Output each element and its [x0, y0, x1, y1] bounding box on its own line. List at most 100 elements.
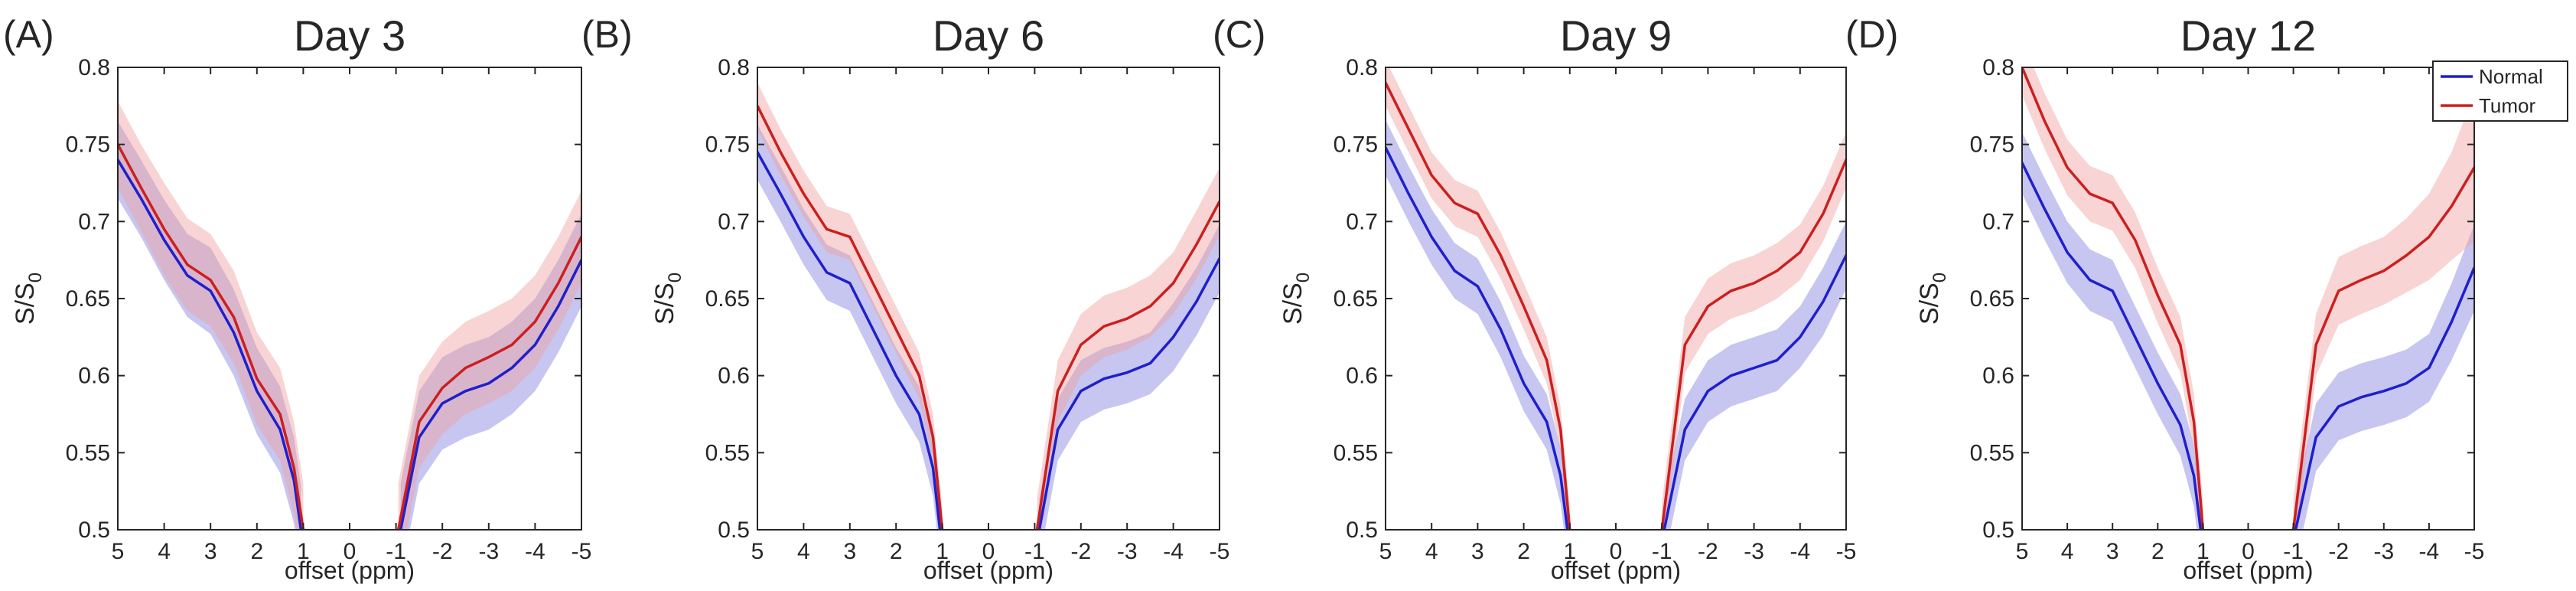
y-axis-label-subscript: 0	[665, 273, 686, 282]
y-axis-label-subscript: 0	[1293, 273, 1314, 282]
y-tick-label: 0.7	[78, 209, 110, 234]
panel-c: 5 4 3 2 1 0 -1 -2 -3 -4 -5 0.5 0.55 0.6 0.65 0.7 0.75 0.8…	[1213, 11, 1856, 584]
x-tick-label: -4	[2419, 539, 2440, 564]
y-tick-label: 0.6	[1346, 364, 1378, 389]
panel-title: Day 6	[933, 11, 1044, 60]
legend-label-tumor: Tumor	[2479, 94, 2535, 117]
panels-group: 5 4 3 2 1 0 -1 -2 -3 -4 -50.50.550.60.650.70.750.8…	[3, 11, 2484, 584]
y-tick-label: 0.65	[1334, 286, 1378, 312]
panel-letter: (D)	[1845, 13, 1898, 56]
line-normal-right	[1663, 253, 1846, 530]
x-tick-label: 4	[797, 539, 810, 564]
x-tick-label: -5	[1210, 539, 1230, 564]
y-tick-label: 0.8	[1982, 55, 2014, 80]
x-axis-label: offset (ppm)	[1551, 557, 1681, 584]
y-tick-label: 0.65	[1970, 286, 2014, 312]
x-tick-label: -2	[432, 539, 453, 564]
x-tick-label: 5	[112, 539, 125, 564]
legend-box	[2432, 60, 2568, 122]
y-axis-label-subscript: 0	[25, 273, 46, 282]
line-tumor-right	[1035, 200, 1220, 530]
band-normal-left	[118, 121, 301, 530]
y-tick-label: 0.6	[1982, 364, 2014, 389]
x-tick-label: -4	[1163, 539, 1184, 564]
x-tick-label: 1	[1563, 539, 1576, 564]
y-tick-label: 0.8	[1346, 55, 1378, 80]
line-normal-right	[1037, 256, 1220, 530]
line-normal-right	[2294, 266, 2474, 530]
y-axis-label-main: S/S	[1915, 282, 1944, 325]
band-normal-right	[400, 214, 581, 530]
x-tick-label: 0	[1610, 539, 1623, 564]
band-tumor-left	[2022, 67, 2203, 530]
x-tick-label: -1	[386, 539, 406, 564]
x-tick-label: -3	[1744, 539, 1764, 564]
line-normal-left	[2022, 162, 2203, 530]
y-tick-label: 0.5	[718, 518, 750, 543]
plot-area	[2022, 67, 2474, 530]
band-tumor-left	[1386, 67, 1570, 530]
y-tick-label: 0.7	[1346, 209, 1378, 234]
y-tick-label: 0.75	[1334, 132, 1378, 158]
y-tick-label: 0.55	[705, 440, 750, 465]
x-tick-label: -1	[2283, 539, 2304, 564]
y-tick-label: 0.8	[78, 55, 110, 80]
plot-area	[1386, 67, 1846, 530]
line-tumor-right	[2291, 166, 2474, 530]
x-axis-label: offset (ppm)	[2183, 557, 2313, 584]
panel-title: Day 3	[294, 11, 405, 60]
line-normal-left	[118, 158, 303, 530]
line-tumor-left	[2022, 67, 2205, 530]
y-tick-label: 0.55	[66, 440, 110, 465]
y-axis-label-subscript: 0	[1930, 273, 1950, 282]
x-tick-label: 0	[2242, 539, 2255, 564]
y-tick-label: 0.55	[1970, 440, 2014, 465]
line-tumor-left	[757, 104, 944, 530]
y-tick-label: 0.7	[1982, 209, 2014, 234]
x-tick-label: -2	[2328, 539, 2349, 564]
x-axis-label: offset (ppm)	[923, 557, 1054, 584]
line-tumor-left	[1386, 81, 1571, 530]
y-tick-label: 0.5	[78, 518, 110, 543]
x-axis-label: offset (ppm)	[285, 557, 415, 584]
x-tick-label: 2	[1517, 539, 1530, 564]
panel-b: 5 4 3 2 1 0 -1 -2 -3 -4 -5 0.5 0.55 0.6 0.65 0.7 0.75 0.8…	[581, 11, 1229, 584]
y-tick-label: 0.75	[66, 132, 110, 158]
y-tick-label: 0.7	[718, 209, 750, 234]
band-normal-right	[1664, 221, 1846, 530]
legend-label-normal: Normal	[2479, 65, 2543, 88]
y-tick-label: 0.75	[1970, 132, 2014, 158]
panel-letter: (C)	[1213, 13, 1265, 56]
x-tick-label: -5	[2464, 539, 2485, 564]
x-tick-label: -1	[1024, 539, 1045, 564]
x-tick-label: 1	[2197, 539, 2210, 564]
line-normal-left	[757, 150, 942, 530]
x-tick-label: 3	[204, 539, 217, 564]
band-tumor-left	[757, 83, 943, 530]
y-axis-label: S/S0	[11, 273, 46, 325]
x-tick-label: -3	[478, 539, 499, 564]
x-tick-label: 2	[890, 539, 903, 564]
band-tumor-right	[2293, 93, 2474, 530]
y-axis-label-main: S/S	[1278, 282, 1308, 325]
legend: Normal Tumor	[2432, 60, 2568, 122]
x-tick-label: -5	[572, 539, 592, 564]
x-tick-label: 2	[250, 539, 263, 564]
x-tick-label: 5	[2016, 539, 2029, 564]
x-tick-label: 0	[982, 539, 995, 564]
x-tick-label: 5	[751, 539, 764, 564]
x-tick-label: -5	[1836, 539, 1857, 564]
x-tick-label: -3	[2373, 539, 2394, 564]
band-normal-left	[2022, 132, 2201, 530]
line-normal-left	[1386, 145, 1569, 530]
x-tick-label: 1	[297, 539, 310, 564]
band-tumor-right	[398, 191, 581, 530]
y-tick-label: 0.55	[1334, 440, 1378, 465]
band-normal-left	[757, 124, 940, 530]
y-tick-label: 0.65	[66, 286, 110, 312]
x-tick-label: 4	[158, 539, 171, 564]
line-tumor-left	[118, 142, 305, 530]
x-tick-label: 3	[843, 539, 856, 564]
x-tick-label: 3	[1471, 539, 1484, 564]
